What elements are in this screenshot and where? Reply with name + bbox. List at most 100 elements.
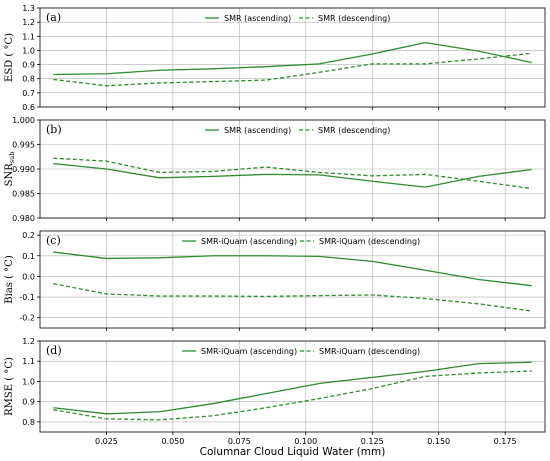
y-tick-label: 0.995 [12, 141, 35, 150]
series-line-ascending [53, 361, 532, 415]
series-line-ascending [53, 41, 532, 76]
y-tick-label: 1.2 [22, 18, 35, 27]
data-point [318, 63, 320, 65]
data-point [158, 411, 160, 413]
chart-panel-2: 0.980 0.985 0.990 0.995 1.000 (b) SNRsub SMR (a… [4, 116, 546, 223]
panel-label: (d) [46, 344, 62, 357]
data-point [212, 255, 214, 257]
data-point [477, 180, 479, 182]
data-point [105, 168, 107, 170]
x-tick-label: 0.075 [228, 437, 251, 446]
y-tick-label: 1.000 [12, 116, 35, 125]
plot-frame [39, 230, 546, 329]
data-point [371, 387, 373, 389]
plot-frame [39, 7, 546, 108]
data-point [52, 73, 54, 75]
data-point [371, 180, 373, 182]
data-point [212, 295, 214, 297]
data-point [52, 409, 54, 411]
y-tick-label: 0.7 [22, 89, 35, 98]
data-point [52, 282, 54, 284]
y-tick-label: 0.985 [12, 190, 35, 199]
series-line-descending [53, 370, 532, 421]
x-tick-label: 0.050 [161, 437, 184, 446]
x-tick-label: 0.125 [361, 437, 384, 446]
data-point [105, 413, 107, 415]
data-point [318, 174, 320, 176]
data-point [531, 370, 533, 372]
y-tick-label: 0.9 [22, 61, 35, 70]
data-point [424, 375, 426, 377]
data-point [158, 177, 160, 179]
data-point [318, 171, 320, 173]
y-tick-label: 0.6 [22, 103, 35, 112]
data-point [371, 260, 373, 262]
data-point [158, 171, 160, 173]
y-tick-label: -0.1 [19, 293, 35, 302]
data-point [52, 78, 54, 80]
data-point [531, 310, 533, 312]
y-tick-label: 0.2 [22, 231, 35, 240]
data-point [371, 63, 373, 65]
data-point [371, 294, 373, 296]
data-point [424, 63, 426, 65]
data-point [477, 372, 479, 374]
legend-entry: SMR-iQuam (descending) [319, 347, 420, 356]
x-tick-label: 0.175 [494, 437, 517, 446]
data-point [212, 170, 214, 172]
data-point [477, 362, 479, 364]
data-point [318, 382, 320, 384]
data-point [265, 65, 267, 67]
plot-frame [39, 119, 546, 219]
y-axis-label-subscript: sub [8, 152, 16, 164]
y-tick-label: 0.8 [22, 75, 35, 84]
data-point [158, 257, 160, 259]
legend-entry: SMR-iQuam (ascending) [201, 347, 297, 356]
data-point [318, 71, 320, 73]
x-axis-label: Columnar Cloud Liquid Water (mm) [200, 446, 386, 458]
y-tick-label: 1.1 [22, 357, 35, 366]
legend-entry: SMR-iQuam (descending) [319, 237, 420, 246]
data-point [52, 157, 54, 159]
data-point [158, 295, 160, 297]
legend-entry: SMR (ascending) [224, 14, 291, 23]
data-point [477, 58, 479, 60]
data-point [52, 162, 54, 164]
data-point [531, 168, 533, 170]
y-tick-label: 1.0 [22, 46, 35, 55]
data-point [265, 173, 267, 175]
panel-label: (c) [46, 234, 61, 247]
data-point [212, 175, 214, 177]
legend-entry: SMR (descending) [318, 126, 390, 135]
panel-label: (a) [46, 11, 61, 24]
data-point [105, 160, 107, 162]
data-point [531, 361, 533, 363]
data-point [477, 303, 479, 305]
y-axis-label: Bias ( °C) [4, 255, 15, 304]
data-point [265, 255, 267, 257]
y-axis-label: ESD ( °C) [4, 33, 15, 82]
data-point [477, 278, 479, 280]
data-point [265, 407, 267, 409]
data-point [158, 419, 160, 421]
x-tick-label: 0.100 [294, 437, 317, 446]
y-tick-label: 0.0 [22, 272, 35, 281]
data-point [105, 257, 107, 259]
data-point [424, 269, 426, 271]
data-point [531, 187, 533, 189]
data-point [318, 255, 320, 257]
y-tick-label: 1.3 [22, 4, 35, 13]
legend-entry: SMR (descending) [318, 14, 390, 23]
data-point [477, 175, 479, 177]
y-tick-label: 1.0 [22, 377, 35, 386]
y-tick-label: -0.2 [19, 314, 35, 323]
series-line-ascending [53, 251, 532, 287]
data-point [531, 284, 533, 286]
y-axis-label: RMSE ( °C) [4, 357, 15, 416]
y-tick-label: 1.2 [22, 337, 35, 346]
data-point [424, 173, 426, 175]
chart-panel-4: 0.8 0.9 1.0 1.1 1.2 0.025 0.050 0.075 0.100 0.125… [4, 337, 546, 458]
data-point [424, 297, 426, 299]
y-tick-label: 0.9 [22, 398, 35, 407]
